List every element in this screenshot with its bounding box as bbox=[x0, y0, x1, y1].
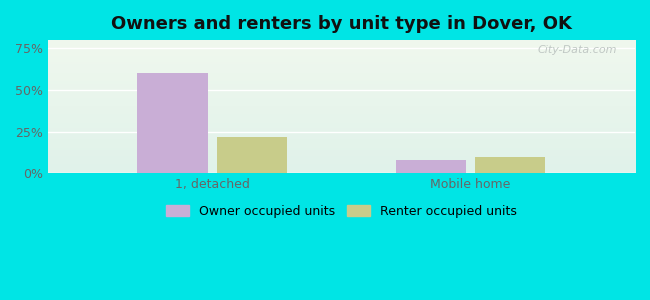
Bar bbox=[216, 137, 287, 173]
Legend: Owner occupied units, Renter occupied units: Owner occupied units, Renter occupied un… bbox=[166, 205, 517, 218]
Bar bbox=[475, 157, 545, 173]
Title: Owners and renters by unit type in Dover, OK: Owners and renters by unit type in Dover… bbox=[111, 15, 572, 33]
Text: City-Data.com: City-Data.com bbox=[538, 45, 617, 56]
Bar bbox=[137, 74, 208, 173]
Bar bbox=[396, 160, 466, 173]
